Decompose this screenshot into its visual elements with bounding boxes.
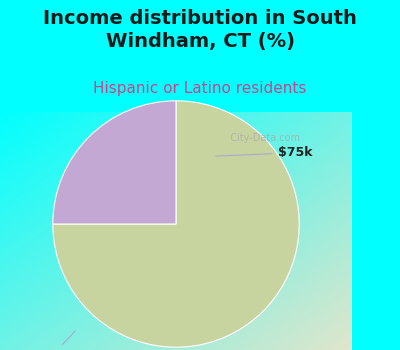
Text: $60k: $60k: [34, 331, 76, 350]
Text: Income distribution in South
Windham, CT (%): Income distribution in South Windham, CT…: [43, 9, 357, 51]
Text: City-Data.com: City-Data.com: [224, 133, 300, 143]
Text: $75k: $75k: [216, 146, 312, 159]
Wedge shape: [53, 101, 176, 224]
Text: Hispanic or Latino residents: Hispanic or Latino residents: [93, 80, 307, 96]
Wedge shape: [53, 101, 299, 347]
